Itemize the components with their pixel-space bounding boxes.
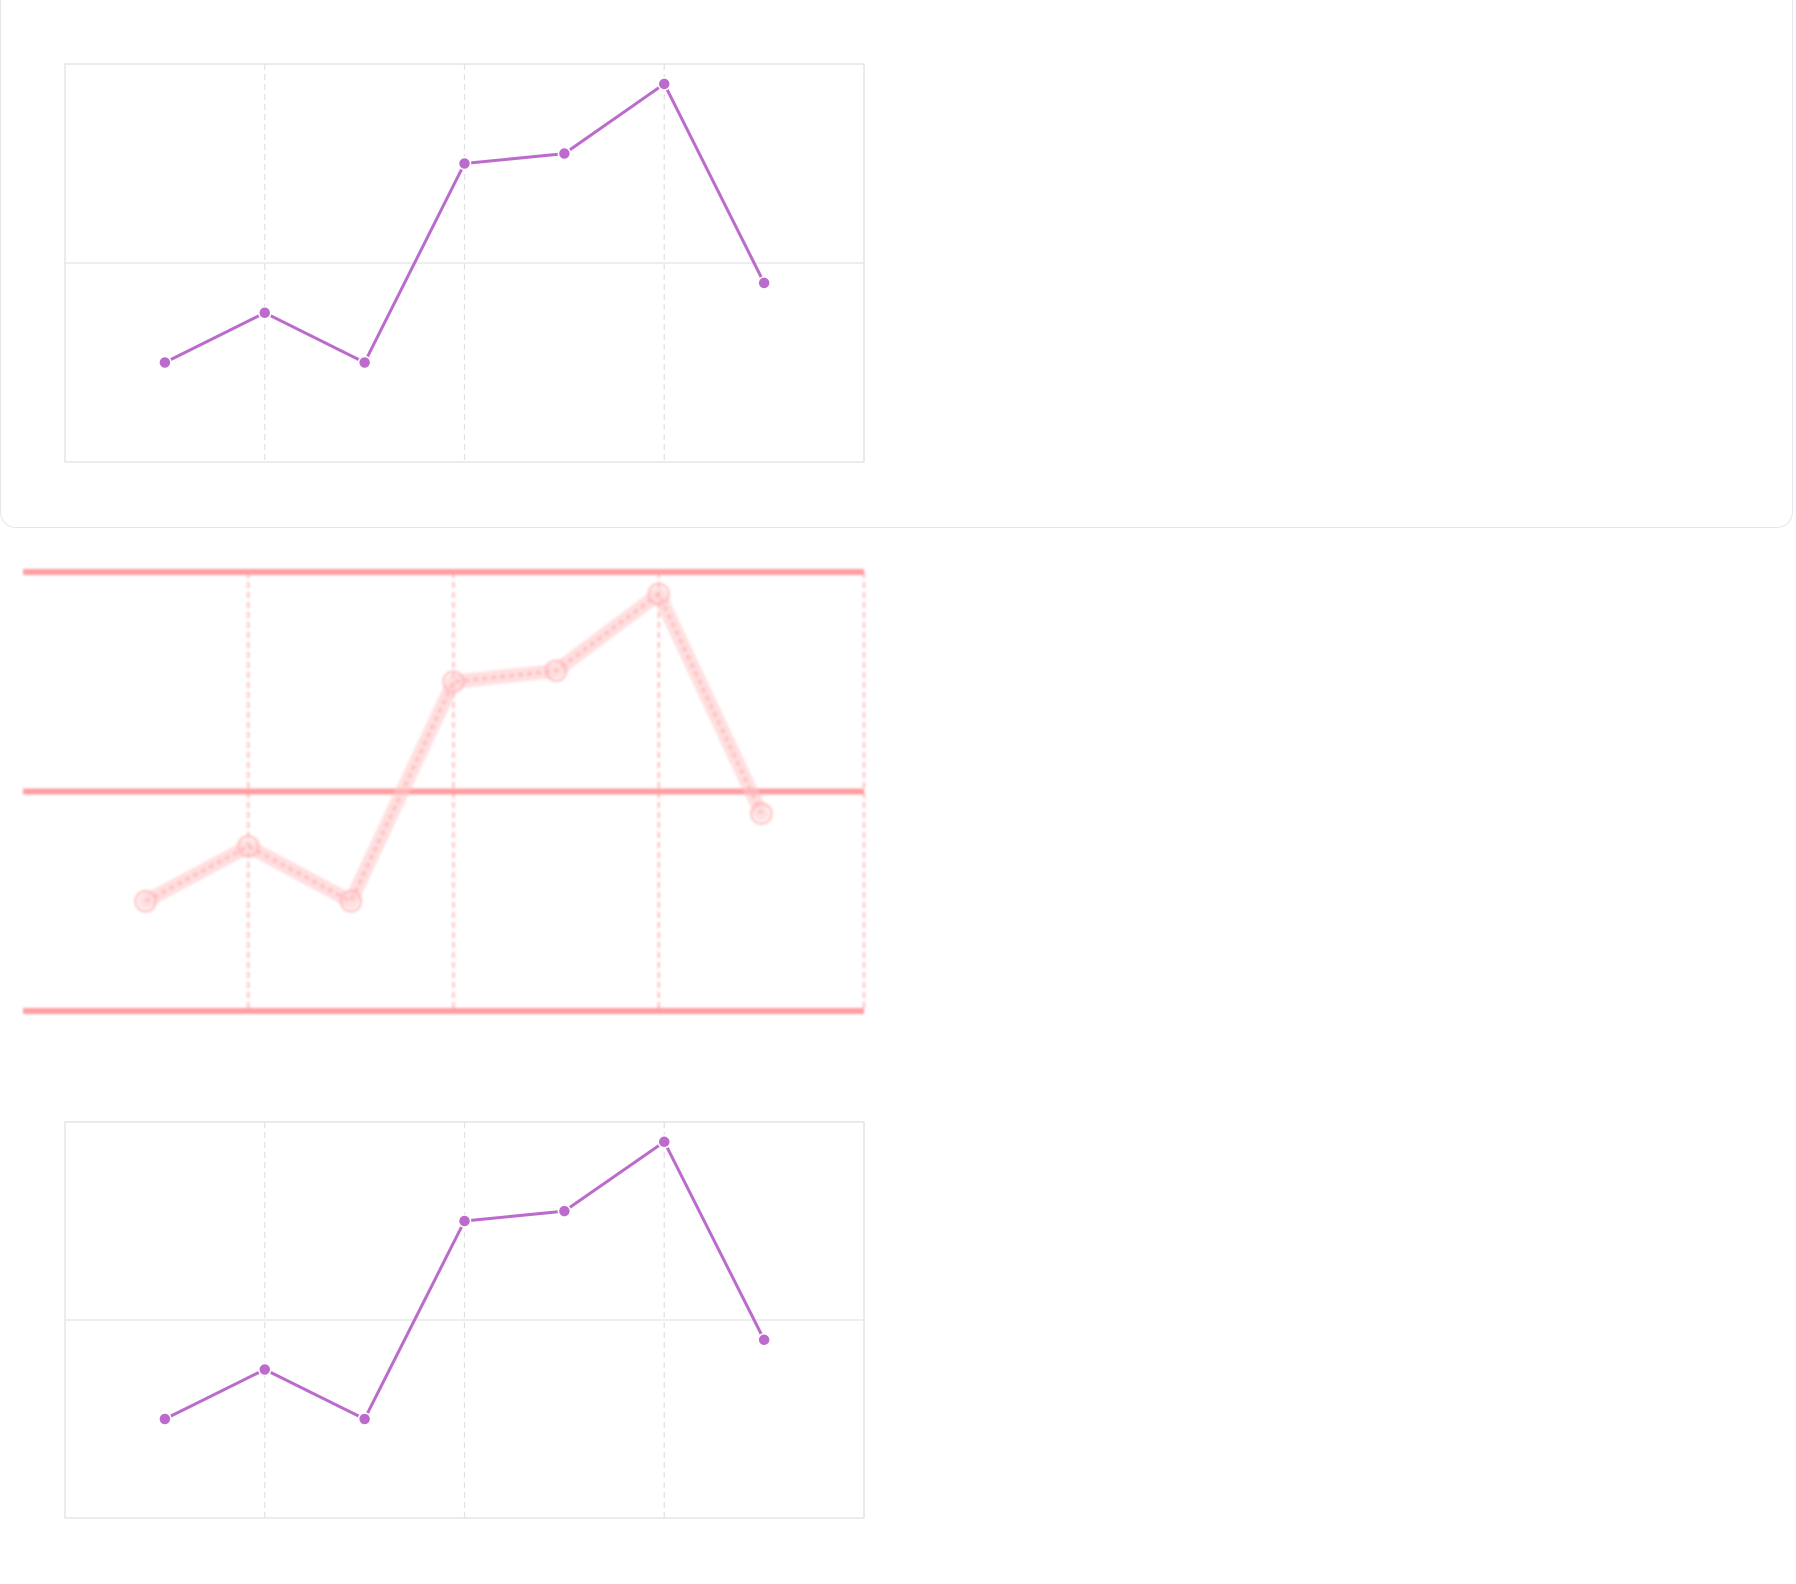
- data-point: [457, 156, 472, 171]
- data-point-ghost: [236, 834, 260, 858]
- data-point: [357, 1412, 372, 1426]
- data-point: [357, 355, 372, 370]
- data-point: [757, 276, 771, 290]
- line-chart-top: [0, 0, 880, 528]
- data-point: [657, 77, 671, 91]
- data-point: [258, 1362, 272, 1377]
- data-point: [757, 1333, 771, 1347]
- data-point-ghost: [647, 582, 671, 606]
- data-point: [557, 146, 572, 161]
- data-point-ghost: [339, 889, 363, 913]
- plot-frame: [64, 1121, 865, 1519]
- data-point-ghost: [749, 801, 773, 825]
- line-chart-bottom-svg: [64, 1121, 865, 1519]
- data-point: [158, 1412, 172, 1426]
- data-point-ghost: [134, 889, 158, 913]
- data-point: [657, 1135, 671, 1149]
- data-point: [457, 1214, 472, 1228]
- series-line-ghost: [144, 590, 764, 905]
- line-chart-ghost: [0, 528, 880, 1056]
- plot-frame: [64, 63, 865, 463]
- line-chart-top-svg: [64, 63, 865, 463]
- data-point: [557, 1204, 572, 1218]
- data-point: [158, 355, 172, 370]
- data-point-ghost: [442, 670, 465, 694]
- data-point-ghost: [544, 659, 568, 683]
- line-chart-ghost-svg: [23, 569, 866, 1014]
- data-point: [258, 306, 272, 320]
- line-chart-bottom: [0, 1056, 880, 1584]
- chart-card-top: [0, 0, 1793, 528]
